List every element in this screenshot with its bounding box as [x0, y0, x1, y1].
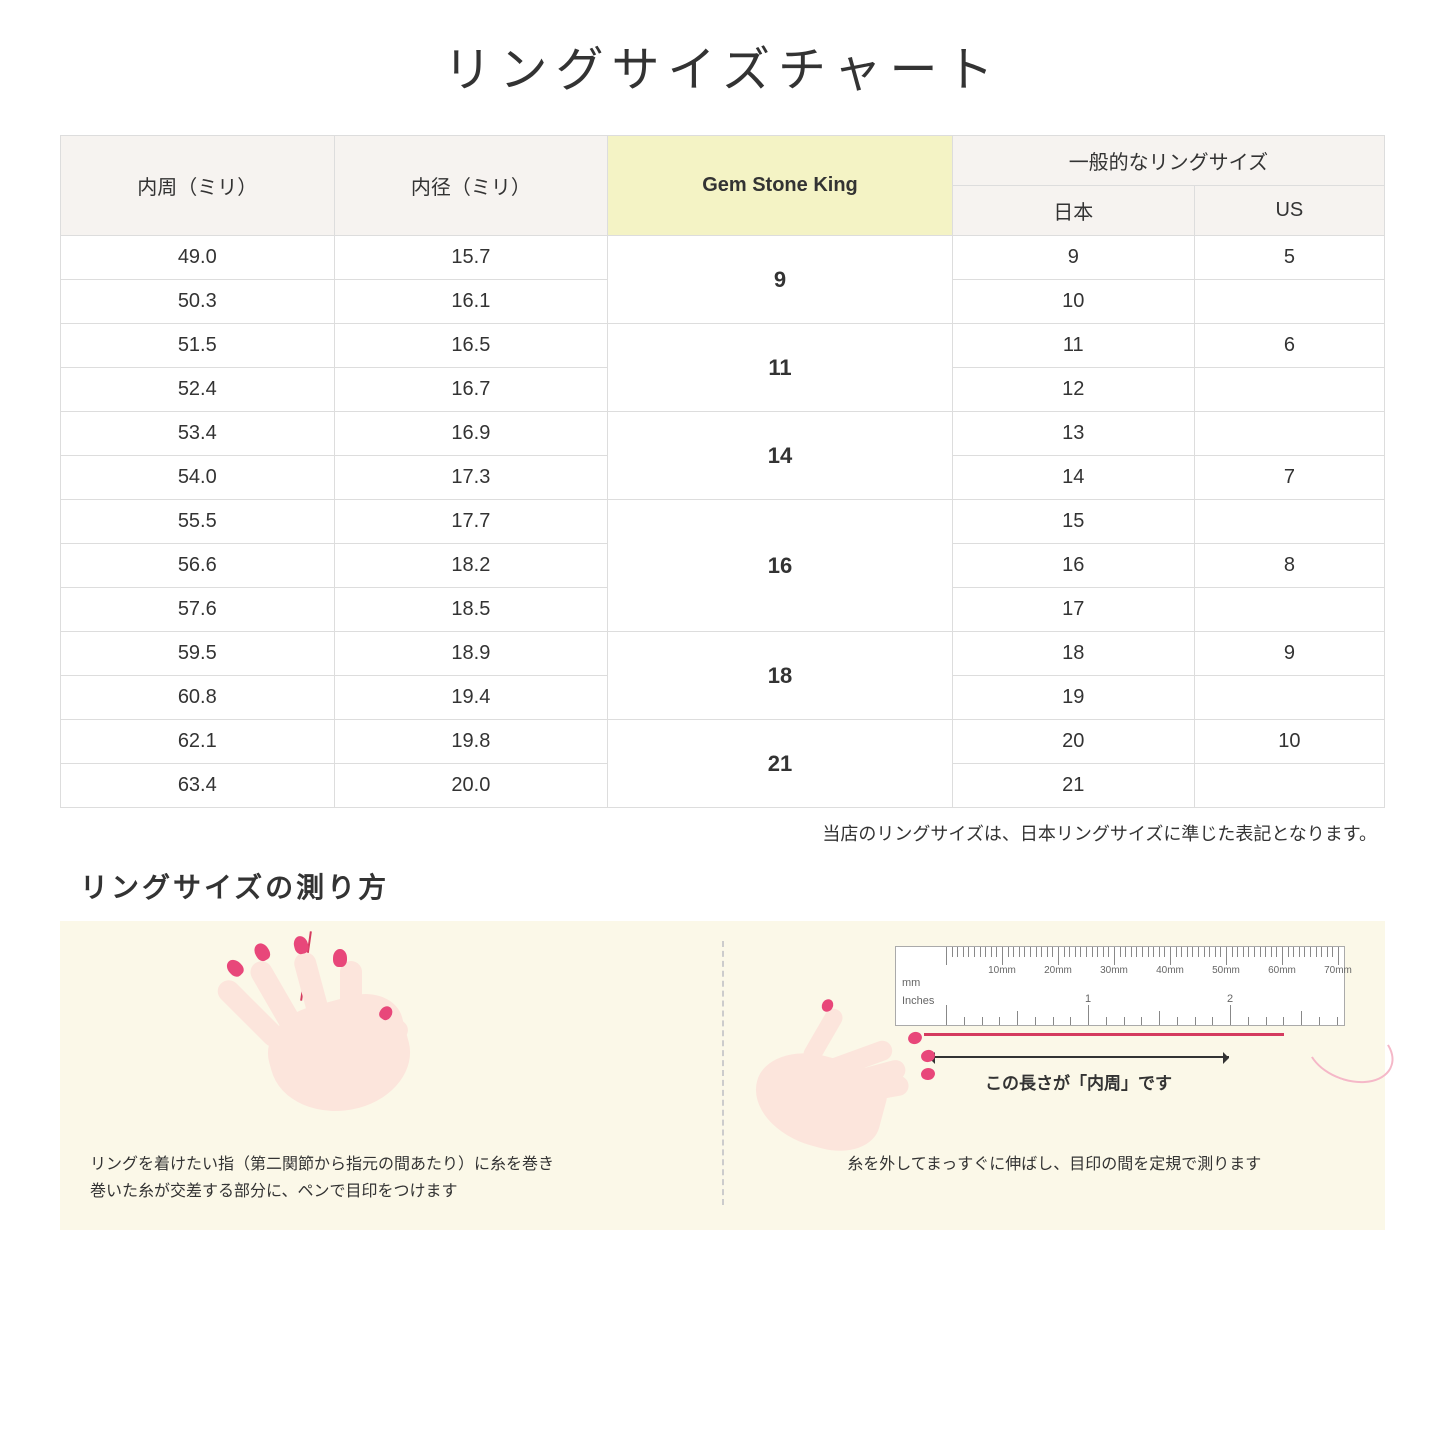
cell-japan: 11 [952, 324, 1194, 368]
cell-circumference: 51.5 [61, 324, 335, 368]
instruction-left: リングを着けたい指（第二関節から指元の間あたり）に糸を巻き巻いた糸が交差する部分… [90, 941, 692, 1205]
table-row: 53.416.91413 [61, 412, 1385, 456]
cell-japan: 9 [952, 236, 1194, 280]
cell-japan: 18 [952, 632, 1194, 676]
cell-japan: 13 [952, 412, 1194, 456]
cell-japan: 19 [952, 676, 1194, 720]
cell-us: 10 [1194, 720, 1384, 764]
cell-circumference: 53.4 [61, 412, 335, 456]
cell-diameter: 20.0 [334, 764, 608, 808]
cell-diameter: 15.7 [334, 236, 608, 280]
col-us: US [1194, 186, 1384, 236]
instructions-title: リングサイズの測り方 [60, 866, 1385, 906]
cell-circumference: 57.6 [61, 588, 335, 632]
col-general: 一般的なリングサイズ [952, 136, 1384, 186]
hand-wrap-illustration [90, 941, 692, 1141]
table-body: 49.015.799550.316.11051.516.51111652.416… [61, 236, 1385, 808]
cell-diameter: 16.1 [334, 280, 608, 324]
cell-diameter: 16.7 [334, 368, 608, 412]
instructions-panel: リングを着けたい指（第二関節から指元の間あたり）に糸を巻き巻いた糸が交差する部分… [60, 921, 1385, 1230]
cell-diameter: 19.4 [334, 676, 608, 720]
table-header-row-1: 内周（ミリ） 内径（ミリ） Gem Stone King 一般的なリングサイズ [61, 136, 1385, 186]
cell-diameter: 19.8 [334, 720, 608, 764]
cell-us [1194, 588, 1384, 632]
ruler-mm-tick-label: 30mm [1100, 965, 1128, 976]
table-row: 51.516.511116 [61, 324, 1385, 368]
col-circumference: 内周（ミリ） [61, 136, 335, 236]
col-diameter: 内径（ミリ） [334, 136, 608, 236]
cell-japan: 20 [952, 720, 1194, 764]
table-row: 59.518.918189 [61, 632, 1385, 676]
cell-gsk: 21 [608, 720, 953, 808]
cell-gsk: 9 [608, 236, 953, 324]
cell-diameter: 18.2 [334, 544, 608, 588]
table-row: 49.015.7995 [61, 236, 1385, 280]
col-japan: 日本 [952, 186, 1194, 236]
cell-circumference: 55.5 [61, 500, 335, 544]
page-title: リングサイズチャート [60, 30, 1385, 100]
instruction-right: mm Inches 12 10mm20mm30mm40mm50mm60mm70m… [754, 941, 1356, 1205]
cell-circumference: 62.1 [61, 720, 335, 764]
col-gsk: Gem Stone King [608, 136, 953, 236]
cell-circumference: 60.8 [61, 676, 335, 720]
cell-diameter: 18.9 [334, 632, 608, 676]
table-row: 55.517.71615 [61, 500, 1385, 544]
divider [722, 941, 724, 1205]
cell-us [1194, 676, 1384, 720]
cell-circumference: 49.0 [61, 236, 335, 280]
cell-diameter: 16.5 [334, 324, 608, 368]
cell-us [1194, 412, 1384, 456]
cell-diameter: 17.7 [334, 500, 608, 544]
cell-japan: 16 [952, 544, 1194, 588]
cell-gsk: 14 [608, 412, 953, 500]
ruler-mm-tick-label: 70mm [1324, 965, 1352, 976]
cell-japan: 21 [952, 764, 1194, 808]
instruction-right-text: 糸を外してまっすぐに伸ばし、目印の間を定規で測ります [754, 1151, 1356, 1178]
ruler-mm-tick-label: 60mm [1268, 965, 1296, 976]
cell-us: 5 [1194, 236, 1384, 280]
ruler-mm-tick-label: 10mm [988, 965, 1016, 976]
cell-gsk: 16 [608, 500, 953, 632]
cell-japan: 12 [952, 368, 1194, 412]
cell-japan: 14 [952, 456, 1194, 500]
table-note: 当店のリングサイズは、日本リングサイズに準じた表記となります。 [60, 820, 1385, 846]
cell-us: 7 [1194, 456, 1384, 500]
cell-japan: 10 [952, 280, 1194, 324]
cell-japan: 17 [952, 588, 1194, 632]
cell-diameter: 16.9 [334, 412, 608, 456]
ruler-mm-tick-label: 20mm [1044, 965, 1072, 976]
ruler-in-tick-label: 1 [1085, 993, 1091, 1005]
cell-circumference: 54.0 [61, 456, 335, 500]
ring-size-table: 内周（ミリ） 内径（ミリ） Gem Stone King 一般的なリングサイズ … [60, 135, 1385, 808]
cell-us [1194, 280, 1384, 324]
instruction-left-text: リングを着けたい指（第二関節から指元の間あたり）に糸を巻き巻いた糸が交差する部分… [90, 1151, 692, 1205]
cell-circumference: 52.4 [61, 368, 335, 412]
cell-diameter: 17.3 [334, 456, 608, 500]
cell-circumference: 56.6 [61, 544, 335, 588]
cell-us: 9 [1194, 632, 1384, 676]
cell-circumference: 50.3 [61, 280, 335, 324]
cell-us [1194, 764, 1384, 808]
cell-us: 8 [1194, 544, 1384, 588]
cell-diameter: 18.5 [334, 588, 608, 632]
cell-circumference: 59.5 [61, 632, 335, 676]
cell-gsk: 18 [608, 632, 953, 720]
cell-gsk: 11 [608, 324, 953, 412]
thread-line-icon [924, 1033, 1284, 1036]
ruler-in-tick-label: 2 [1227, 993, 1233, 1005]
ruler-icon: mm Inches 12 10mm20mm30mm40mm50mm60mm70m… [895, 946, 1345, 1026]
ruler-mm-tick-label: 40mm [1156, 965, 1184, 976]
cell-circumference: 63.4 [61, 764, 335, 808]
table-row: 62.119.8212010 [61, 720, 1385, 764]
cell-us [1194, 500, 1384, 544]
cell-us [1194, 368, 1384, 412]
cell-japan: 15 [952, 500, 1194, 544]
ruler-mm-tick-label: 50mm [1212, 965, 1240, 976]
measure-arrow-icon [929, 1056, 1229, 1058]
cell-us: 6 [1194, 324, 1384, 368]
ruler-mm-label: mm [902, 977, 920, 989]
ruler-measure-illustration: mm Inches 12 10mm20mm30mm40mm50mm60mm70m… [754, 941, 1356, 1141]
arrow-label: この長さが「内周」です [929, 1069, 1229, 1094]
